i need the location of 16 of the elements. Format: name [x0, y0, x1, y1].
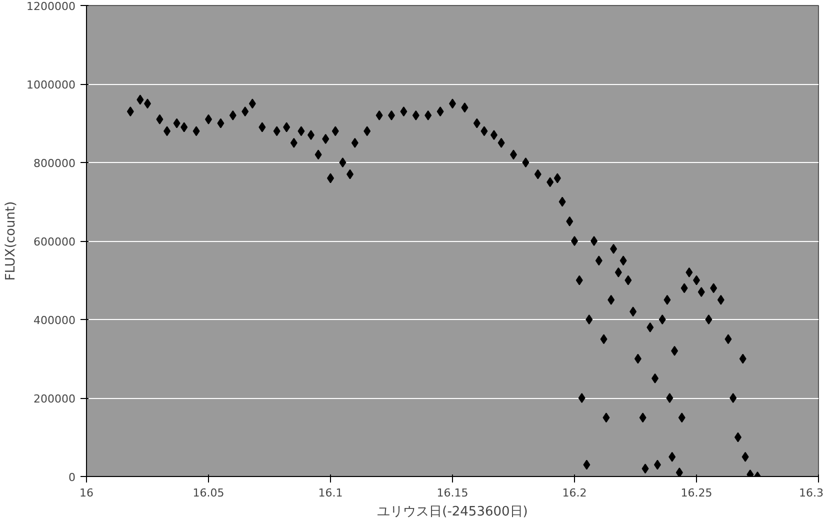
x-axis-title: ユリウス日(-2453600日)	[377, 504, 528, 520]
x-tick-label: 16	[80, 486, 94, 500]
y-tick-label: 0	[68, 471, 76, 484]
y-tick-label: 800000	[34, 157, 76, 170]
y-tick-label: 200000	[34, 392, 76, 406]
y-tick-label: 600000	[34, 236, 76, 248]
y-tick-label: 1200000	[26, 0, 76, 13]
x-tick-label: 16.1	[318, 486, 343, 500]
y-tick-label: 400000	[34, 314, 76, 327]
x-tick-label: 16.05	[192, 486, 224, 500]
y-axis-title: FLUX(count)	[4, 201, 19, 281]
x-tick-label: 16.25	[680, 486, 712, 500]
x-tick-label: 16.2	[562, 486, 587, 500]
x-tick-label: 16.15	[436, 486, 468, 500]
x-tick-label: 16.3	[799, 486, 823, 500]
y-tick-label: 1000000	[26, 78, 76, 92]
